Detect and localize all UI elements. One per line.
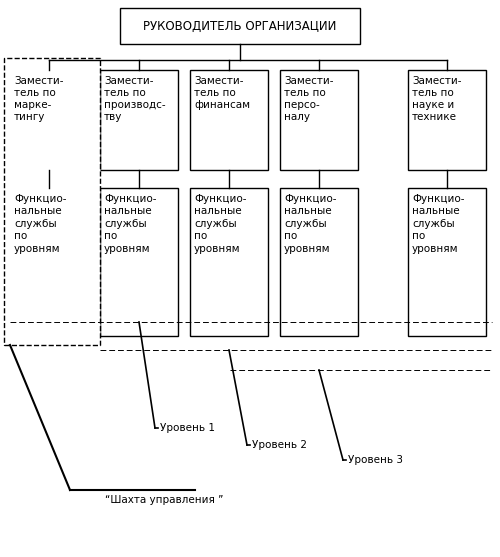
Text: Функцио-
нальные
службы
по
уровням: Функцио- нальные службы по уровням <box>194 194 246 253</box>
Bar <box>4 58 100 345</box>
Text: Уровень 1: Уровень 1 <box>160 423 215 433</box>
Bar <box>280 70 358 170</box>
Bar <box>10 70 88 170</box>
Bar <box>190 188 268 336</box>
Bar <box>100 188 178 336</box>
Bar <box>120 8 360 44</box>
Text: Функцио-
нальные
службы
по
уровням: Функцио- нальные службы по уровням <box>284 194 337 253</box>
Text: Замести-
тель по
финансам: Замести- тель по финансам <box>194 76 250 110</box>
Bar <box>408 188 486 336</box>
Text: “Шахта управления ”: “Шахта управления ” <box>105 495 224 505</box>
Text: Замести-
тель по
персо-
налу: Замести- тель по персо- налу <box>284 76 334 122</box>
Text: Уровень 3: Уровень 3 <box>348 455 403 465</box>
Text: Функцио-
нальные
службы
по
уровням: Функцио- нальные службы по уровням <box>104 194 156 253</box>
Text: Замести-
тель по
марке-
тингу: Замести- тель по марке- тингу <box>14 76 64 122</box>
Bar <box>190 70 268 170</box>
Text: Уровень 2: Уровень 2 <box>252 440 307 450</box>
Text: Замести-
тель по
науке и
технике: Замести- тель по науке и технике <box>412 76 462 122</box>
Text: РУКОВОДИТЕЛЬ ОРГАНИЗАЦИИ: РУКОВОДИТЕЛЬ ОРГАНИЗАЦИИ <box>144 19 336 32</box>
Bar <box>408 70 486 170</box>
Text: Функцио-
нальные
службы
по
уровням: Функцио- нальные службы по уровням <box>14 194 66 253</box>
Bar <box>10 188 88 336</box>
Text: Замести-
тель по
производс-
тву: Замести- тель по производс- тву <box>104 76 166 122</box>
Text: Функцио-
нальные
службы
по
уровням: Функцио- нальные службы по уровням <box>412 194 465 253</box>
Bar <box>280 188 358 336</box>
Bar <box>100 70 178 170</box>
